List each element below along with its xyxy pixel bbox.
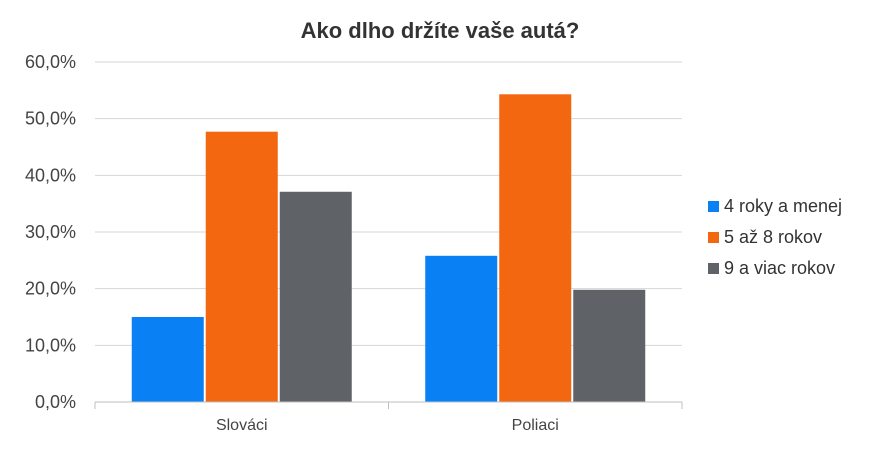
bar [499,94,572,403]
x-tick-label: Slováci [216,417,268,434]
legend-label: 4 roky a menej [724,196,842,216]
y-tick-label: 60,0% [25,52,76,72]
y-tick-label: 0,0% [35,392,76,412]
legend: 4 roky a menej 5 až 8 rokov 9 a viac rokov [708,196,842,278]
bar [205,131,278,402]
x-axis [94,401,683,409]
x-tick-label: Poliaci [512,417,559,434]
y-tick-label: 30,0% [25,222,76,242]
chart-title: Ako dlho držíte vaše autá? [301,18,580,43]
y-tick-label: 20,0% [25,279,76,299]
bar [131,317,204,402]
y-tick-label: 10,0% [25,335,76,355]
legend-swatch [708,263,719,274]
bar [279,191,352,402]
bars [131,94,646,403]
bar [425,255,498,402]
bar [573,289,646,402]
y-tick-label: 50,0% [25,109,76,129]
legend-swatch [708,201,719,212]
legend-swatch [708,232,719,243]
y-tick-label: 40,0% [25,165,76,185]
legend-label: 9 a viac rokov [724,258,835,278]
x-axis-ticks: Slováci Poliaci [216,417,559,434]
legend-label: 5 až 8 rokov [724,227,822,247]
y-axis-ticks: 0,0% 10,0% 20,0% 30,0% 40,0% 50,0% 60,0% [25,52,76,412]
